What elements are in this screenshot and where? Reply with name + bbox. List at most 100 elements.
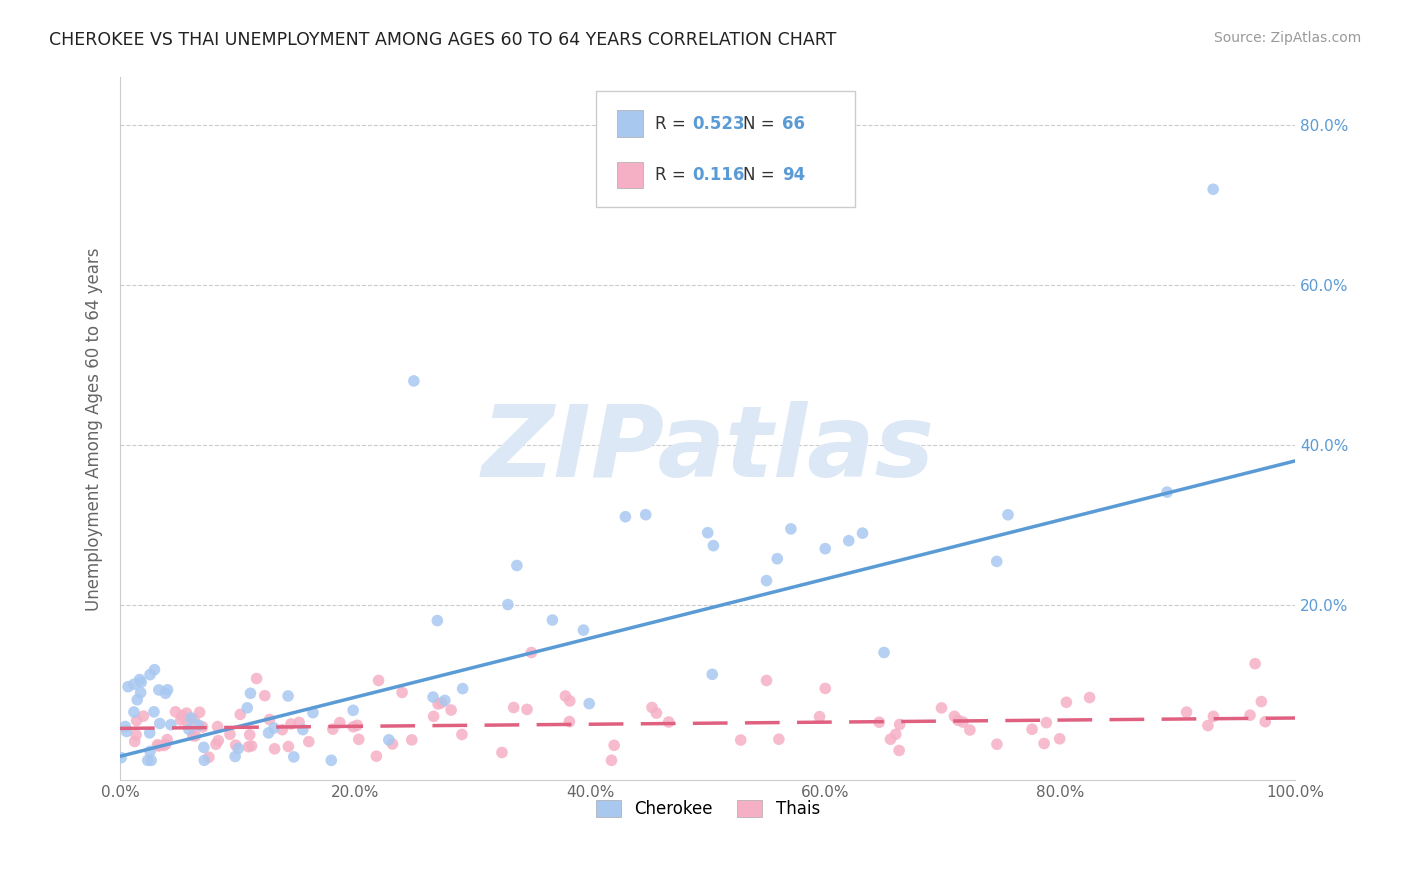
Point <box>128 673 150 687</box>
Point <box>520 646 543 660</box>
Point <box>381 737 404 751</box>
Point <box>634 508 657 522</box>
Point <box>180 711 202 725</box>
Point <box>931 701 953 715</box>
Point <box>288 715 311 730</box>
Point <box>125 728 148 742</box>
FancyBboxPatch shape <box>617 111 643 137</box>
Point <box>183 712 205 726</box>
Point <box>986 554 1008 568</box>
Point <box>148 682 170 697</box>
Point <box>115 724 138 739</box>
Point <box>780 522 803 536</box>
Text: CHEROKEE VS THAI UNEMPLOYMENT AMONG AGES 60 TO 64 YEARS CORRELATION CHART: CHEROKEE VS THAI UNEMPLOYMENT AMONG AGES… <box>49 31 837 49</box>
Point <box>1244 657 1267 671</box>
Point <box>401 732 423 747</box>
Point <box>136 753 159 767</box>
Point <box>440 703 463 717</box>
Point <box>946 713 969 727</box>
Point <box>239 686 262 700</box>
Point <box>402 374 425 388</box>
Point <box>176 714 198 729</box>
Point <box>952 715 974 730</box>
Point <box>768 732 790 747</box>
Text: 66: 66 <box>782 115 804 133</box>
Point <box>600 753 623 767</box>
Point <box>378 732 401 747</box>
Point <box>146 738 169 752</box>
Point <box>868 715 890 730</box>
Text: R =: R = <box>655 115 690 133</box>
Point <box>838 533 860 548</box>
Point <box>1175 705 1198 719</box>
Point <box>578 697 600 711</box>
Point <box>889 717 911 731</box>
Point <box>160 717 183 731</box>
Point <box>603 739 626 753</box>
FancyBboxPatch shape <box>596 92 855 208</box>
Point <box>658 714 681 729</box>
Point <box>884 727 907 741</box>
Point <box>139 667 162 681</box>
Point <box>253 689 276 703</box>
Point <box>1054 695 1077 709</box>
Point <box>291 723 314 737</box>
Point <box>124 734 146 748</box>
Point <box>224 749 246 764</box>
Point <box>207 733 229 747</box>
Point <box>298 734 321 748</box>
Point <box>391 685 413 699</box>
Point <box>1078 690 1101 705</box>
Point <box>1202 709 1225 723</box>
Point <box>226 741 249 756</box>
Point <box>229 707 252 722</box>
Point <box>283 750 305 764</box>
Point <box>148 739 170 753</box>
Point <box>433 693 456 707</box>
Point <box>176 706 198 720</box>
Point <box>240 739 263 753</box>
Point <box>943 709 966 723</box>
Point <box>1035 715 1057 730</box>
Point <box>321 753 343 767</box>
Point <box>367 673 389 688</box>
Point <box>730 733 752 747</box>
Point <box>177 723 200 737</box>
Point <box>114 719 136 733</box>
Point <box>191 720 214 734</box>
Point <box>129 685 152 699</box>
Point <box>170 713 193 727</box>
Point <box>879 732 901 747</box>
Point <box>426 614 449 628</box>
Point <box>122 705 145 719</box>
Point <box>117 680 139 694</box>
Point <box>125 714 148 728</box>
Text: N =: N = <box>742 166 780 184</box>
Point <box>516 702 538 716</box>
Point <box>259 713 281 727</box>
Point <box>225 738 247 752</box>
Point <box>1239 708 1261 723</box>
Point <box>127 692 149 706</box>
Point <box>263 741 285 756</box>
Text: Source: ZipAtlas.com: Source: ZipAtlas.com <box>1213 31 1361 45</box>
Point <box>1197 718 1219 732</box>
Point <box>427 697 450 711</box>
Point <box>239 728 262 742</box>
Point <box>280 717 302 731</box>
Point <box>156 732 179 747</box>
Point <box>184 729 207 743</box>
Point <box>558 714 581 729</box>
Text: 94: 94 <box>782 166 806 184</box>
Point <box>554 689 576 703</box>
Point <box>702 667 724 681</box>
Point <box>322 722 344 736</box>
Point <box>997 508 1019 522</box>
Point <box>155 686 177 700</box>
Point <box>156 682 179 697</box>
Point <box>506 558 529 573</box>
Point <box>236 701 259 715</box>
Point <box>238 739 260 754</box>
Point <box>205 737 228 751</box>
Point <box>132 709 155 723</box>
